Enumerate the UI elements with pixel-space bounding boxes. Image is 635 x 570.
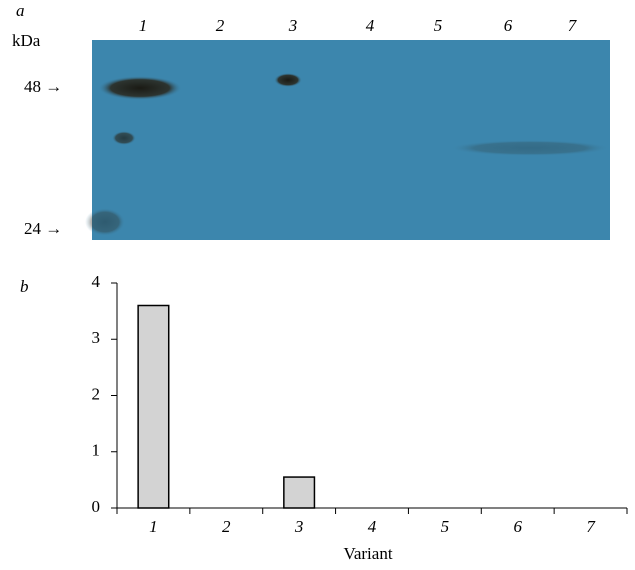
lane-label: 1 [139, 16, 148, 35]
blot-band [274, 73, 302, 87]
lane-label: 6 [504, 16, 513, 35]
blot-smudge [450, 140, 610, 156]
x-tick-label: 4 [368, 517, 377, 536]
blot-smudge [85, 208, 125, 236]
x-tick-label: 1 [149, 517, 158, 536]
panel-label: a [16, 1, 25, 20]
y-tick-label: 3 [92, 328, 101, 347]
lane-label: 7 [568, 16, 578, 35]
figure: a kDa 1 2 3 4 5 6 7 48 → 24 → b Variant … [0, 0, 635, 570]
bar [284, 477, 315, 508]
blot-band [98, 76, 182, 100]
blot-membrane [92, 40, 610, 240]
blot [85, 40, 610, 240]
marker-label: 24 → [24, 219, 62, 238]
panel-label: b [20, 277, 29, 296]
bar [138, 306, 169, 509]
x-tick-label: 3 [294, 517, 304, 536]
x-tick-label: 5 [441, 517, 450, 536]
y-tick-label: 1 [92, 441, 101, 460]
unit-label: kDa [12, 31, 41, 50]
blot-smudge [112, 131, 136, 145]
marker-label: 48 → [24, 77, 62, 96]
x-tick-label: 2 [222, 517, 231, 536]
y-tick-label: 2 [92, 384, 101, 403]
lane-label: 2 [216, 16, 225, 35]
lane-labels: 1 2 3 4 5 6 7 [139, 16, 578, 35]
x-axis-title: Variant [343, 544, 392, 563]
lane-label: 5 [434, 16, 443, 35]
x-tick-label: 7 [586, 517, 596, 536]
lane-label: 4 [366, 16, 375, 35]
lane-label: 3 [288, 16, 298, 35]
y-tick-label: 4 [92, 272, 101, 291]
y-tick-label: 0 [92, 497, 101, 516]
x-tick-label: 6 [513, 517, 522, 536]
